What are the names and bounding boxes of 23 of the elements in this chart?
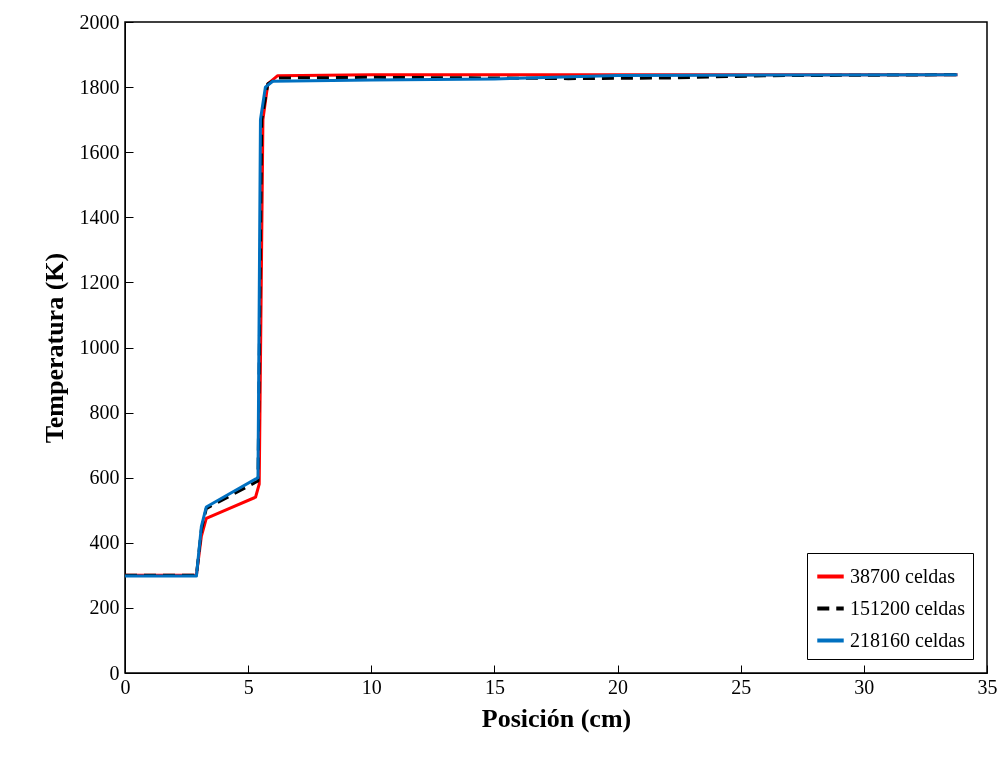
y-tick-label: 200 xyxy=(89,596,120,619)
x-tick-label: 35 xyxy=(977,675,998,698)
legend-label: 151200 celdas xyxy=(850,596,966,619)
y-tick-label: 1200 xyxy=(79,270,120,293)
y-tick-label: 0 xyxy=(109,661,120,684)
x-tick-label: 15 xyxy=(484,675,505,698)
y-tick-label: 1800 xyxy=(79,75,120,98)
y-axis-title: Temperatura (K) xyxy=(39,252,69,444)
y-tick-label: 2000 xyxy=(79,10,120,33)
y-tick-label: 1600 xyxy=(79,140,120,163)
y-tick-label: 400 xyxy=(89,531,120,554)
y-tick-label: 1400 xyxy=(79,205,120,228)
x-tick-label: 25 xyxy=(731,675,752,698)
x-tick-label: 10 xyxy=(361,675,382,698)
x-tick-label: 5 xyxy=(243,675,254,698)
y-tick-label: 600 xyxy=(89,466,120,489)
legend-label: 218160 celdas xyxy=(850,628,966,651)
x-axis-title: Posición (cm) xyxy=(481,703,632,733)
y-tick-label: 1000 xyxy=(79,336,120,358)
x-tick-label: 20 xyxy=(608,675,629,698)
y-tick-label: 800 xyxy=(89,401,120,424)
x-tick-label: 30 xyxy=(854,675,875,698)
legend-label: 38700 celdas xyxy=(850,564,956,587)
